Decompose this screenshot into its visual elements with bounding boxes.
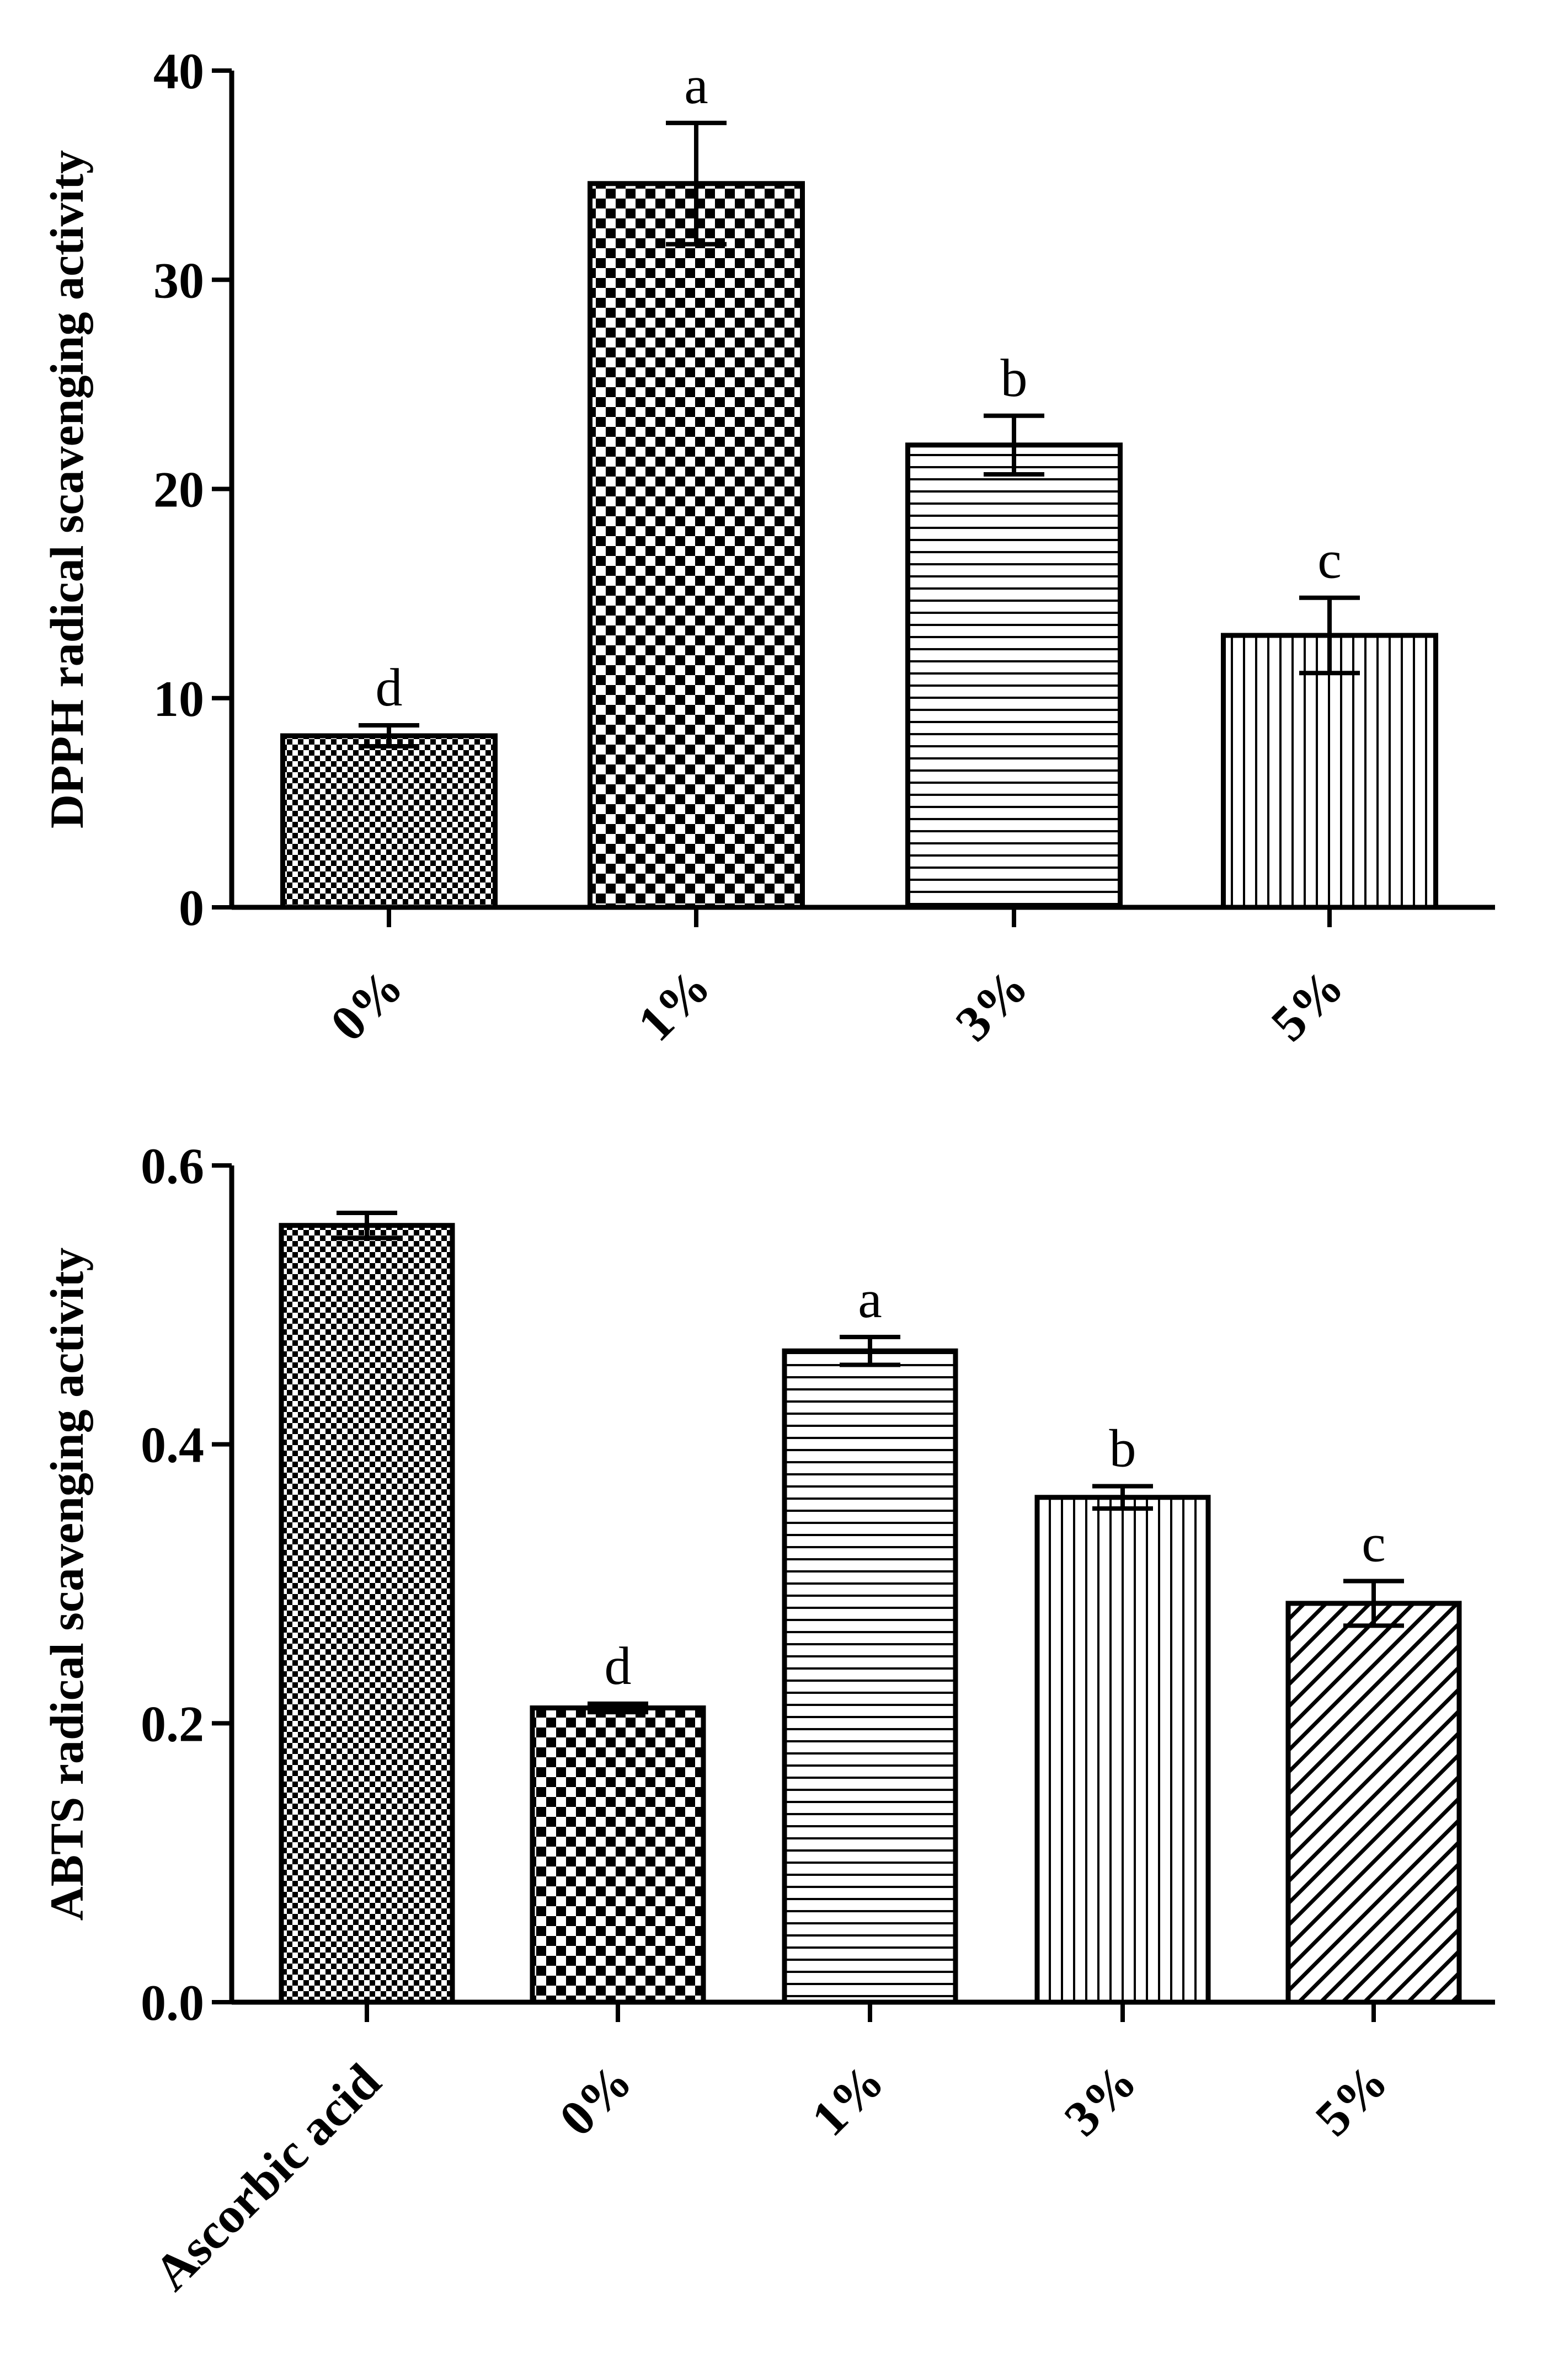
bar [1221, 633, 1438, 910]
category-label: Ascorbic acid [143, 2053, 391, 2301]
abts-chart: 0.0 0.2 0.4 0.6 ABTS radical scavenging acti… [40, 1138, 1495, 2301]
significance-label: c [1362, 1513, 1386, 1573]
significance-label: c [1317, 531, 1342, 590]
y-tick-label: 0.2 [141, 1696, 204, 1752]
bar [279, 1223, 455, 2005]
y-tick-label: 0.4 [141, 1417, 204, 1473]
y-tick-label: 0.6 [141, 1138, 204, 1194]
significance-label: b [1109, 1419, 1136, 1479]
y-tick-label: 0 [179, 880, 204, 936]
y-axis-title: DPPH radical scavenging activity [40, 150, 93, 828]
y-tick-label: 0.0 [141, 1975, 204, 2031]
category-label: 3% [944, 958, 1038, 1052]
category-label: 5% [1304, 2053, 1398, 2147]
dpph-chart: 0 10 20 30 40 DPPH radical scavenging activit… [40, 43, 1495, 1052]
bar [1285, 1601, 1462, 2005]
y-tick-label: 40 [153, 43, 204, 99]
bar [280, 733, 498, 910]
significance-label: d [376, 658, 403, 718]
category-label: 1% [800, 2053, 894, 2147]
category-label: 0% [548, 2053, 642, 2147]
bar [782, 1348, 958, 2005]
significance-label: b [1001, 349, 1028, 408]
category-label: 3% [1053, 2053, 1147, 2147]
bar [1034, 1495, 1211, 2005]
significance-label: d [605, 1636, 632, 1696]
significance-label: a [684, 56, 708, 115]
bar [588, 181, 805, 910]
bar [530, 1705, 706, 2005]
significance-label: a [858, 1270, 882, 1329]
category-label: 5% [1260, 958, 1354, 1052]
category-label: 0% [319, 958, 413, 1052]
y-tick-label: 30 [153, 252, 204, 308]
y-tick-label: 20 [153, 462, 204, 518]
bar [905, 442, 1123, 910]
y-axis-title: ABTS radical scavenging activity [40, 1248, 93, 1921]
y-tick-label: 10 [153, 671, 204, 727]
category-label: 1% [627, 958, 720, 1052]
